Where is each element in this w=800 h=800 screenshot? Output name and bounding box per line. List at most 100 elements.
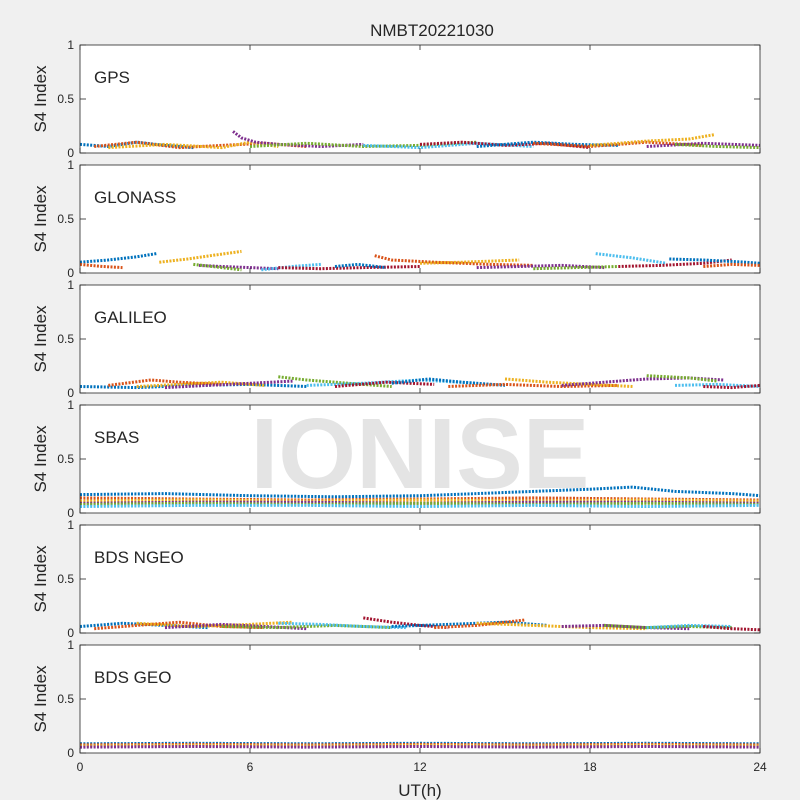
x-tick-label: 24 (753, 760, 767, 774)
y-tick-label: 0.5 (57, 332, 74, 346)
panel-sbas: 0 0.5 1 S4 Index SBAS (31, 398, 761, 520)
x-tick-label: 12 (413, 760, 427, 774)
series-line (80, 252, 157, 264)
series-line (533, 265, 619, 271)
panel-label: SBAS (94, 428, 139, 447)
series-line (136, 380, 265, 388)
panel-label: GLONASS (94, 188, 176, 207)
plot-area (80, 45, 760, 153)
panel-label: GPS (94, 68, 130, 87)
series-line (80, 498, 760, 503)
series-line (434, 618, 525, 630)
series-line (136, 620, 293, 628)
panels-group: 0 0.5 1 S4 Index GPS 0 0.5 1 S4 Index GLONASS 0 0.5… (31, 38, 761, 760)
y-tick-label: 1 (67, 638, 74, 652)
y-tick-label: 0 (67, 146, 74, 160)
y-axis-label: S4 Index (31, 545, 50, 613)
series-line (159, 249, 242, 264)
plot-area (80, 525, 760, 633)
panel-bds-ngeo: 0 0.5 1 S4 Index BDS NGEO (31, 518, 761, 640)
series-line (674, 142, 760, 150)
y-axis-label: S4 Index (31, 425, 50, 493)
series-line (334, 380, 435, 388)
y-axis-label: S4 Index (31, 305, 50, 373)
series-group (80, 485, 760, 508)
series-line (80, 501, 760, 506)
plot-area (80, 285, 760, 393)
series-line (703, 262, 760, 268)
y-tick-label: 1 (67, 518, 74, 532)
y-tick-label: 1 (67, 38, 74, 52)
panel-label: BDS GEO (94, 668, 171, 687)
y-tick-label: 0 (67, 626, 74, 640)
series-line (391, 620, 548, 628)
series-line (306, 378, 477, 387)
series-line (80, 745, 760, 749)
series-line (646, 141, 760, 148)
y-tick-label: 0 (67, 506, 74, 520)
y-tick-label: 0.5 (57, 692, 74, 706)
series-line (363, 141, 534, 150)
y-axis-label: S4 Index (31, 665, 50, 733)
series-line (646, 374, 718, 383)
y-axis-label: S4 Index (31, 65, 50, 133)
x-tick-label: 6 (247, 760, 254, 774)
series-line (561, 623, 690, 631)
y-tick-label: 0.5 (57, 212, 74, 226)
chart-title: NMBT20221030 (370, 21, 494, 40)
plot-area (80, 165, 760, 273)
y-tick-label: 0 (67, 746, 74, 760)
watermark: IONISE (251, 398, 590, 510)
panel-label: GALILEO (94, 308, 167, 327)
series-group (80, 249, 760, 272)
series-line (476, 621, 647, 631)
series-line (108, 378, 222, 387)
series-line (108, 140, 279, 150)
series-group (80, 374, 760, 390)
series-line (363, 616, 449, 630)
series-line (674, 382, 760, 388)
series-line (193, 262, 242, 272)
series-line (80, 262, 123, 270)
series-line (589, 133, 715, 147)
series-line (278, 265, 421, 271)
panel-glonass: 0 0.5 1 S4 Index GLONASS (31, 158, 761, 280)
series-line (419, 258, 520, 265)
panel-label: BDS NGEO (94, 548, 184, 567)
x-axis: 0 6 12 18 24 (77, 760, 767, 774)
series-line (221, 623, 392, 630)
y-axis-label: S4 Index (31, 185, 50, 253)
series-line (374, 254, 534, 267)
x-tick-label: 0 (77, 760, 84, 774)
series-line (703, 383, 760, 390)
series-group (80, 741, 760, 749)
y-tick-label: 0 (67, 266, 74, 280)
series-line (278, 621, 406, 630)
panel-bds-geo: 0 0.5 1 S4 Index BDS GEO (31, 638, 761, 760)
y-tick-label: 0 (67, 386, 74, 400)
series-line (504, 377, 633, 388)
series-line (164, 379, 293, 390)
series-line (80, 503, 760, 508)
series-line (94, 620, 265, 631)
plot-area (80, 645, 760, 753)
series-line (334, 262, 387, 270)
series-group (80, 616, 760, 632)
series-line (448, 382, 619, 388)
panel-gps: 0 0.5 1 S4 Index GPS (31, 38, 761, 160)
y-tick-label: 1 (67, 278, 74, 292)
series-line (164, 622, 307, 631)
series-line (703, 625, 760, 632)
series-group (80, 130, 760, 150)
series-line (669, 257, 760, 265)
y-tick-label: 0.5 (57, 452, 74, 466)
y-tick-label: 1 (67, 158, 74, 172)
panel-galileo: 0 0.5 1 S4 Index GALILEO (31, 278, 761, 400)
y-tick-label: 0.5 (57, 92, 74, 106)
x-axis-label: UT(h) (398, 781, 441, 800)
y-tick-label: 1 (67, 398, 74, 412)
y-tick-label: 0.5 (57, 572, 74, 586)
series-line (476, 263, 605, 270)
series-line (561, 376, 724, 387)
